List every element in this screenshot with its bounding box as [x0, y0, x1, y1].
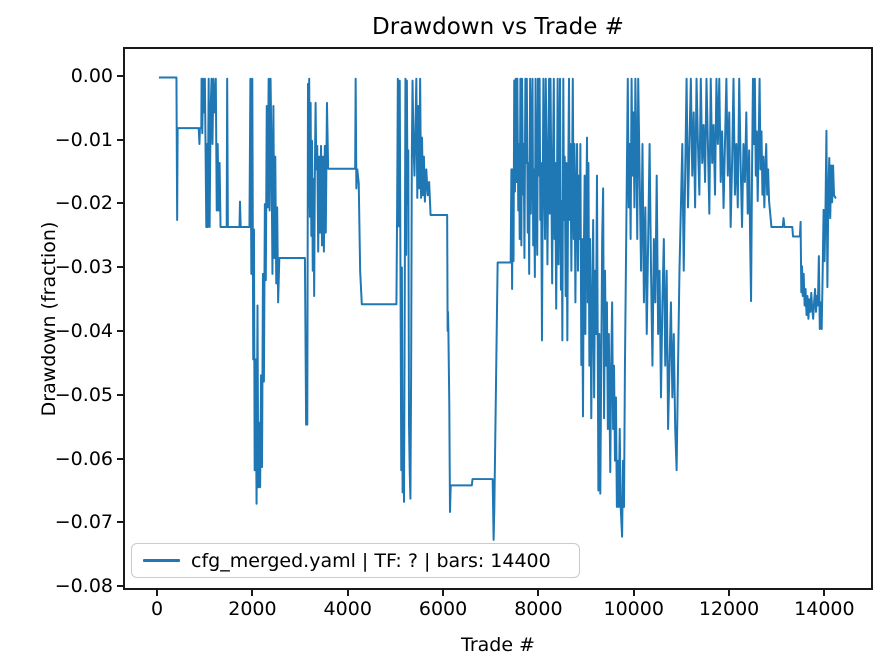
x-tick-label: 8000 — [514, 598, 563, 620]
y-tick-mark — [117, 74, 123, 77]
plot-canvas — [158, 76, 837, 541]
x-tick-mark — [346, 590, 349, 596]
x-tick-mark — [537, 590, 540, 596]
y-tick-mark — [117, 266, 123, 269]
y-tick-label: 0.00 — [70, 64, 113, 87]
y-tick-label: −0.07 — [54, 511, 113, 534]
y-tick-mark — [117, 521, 123, 524]
x-tick-mark — [728, 590, 731, 596]
y-tick-label: −0.06 — [54, 447, 113, 470]
y-tick-label: −0.01 — [54, 128, 113, 151]
x-tick-mark — [632, 590, 635, 596]
y-tick-label: −0.08 — [54, 575, 113, 598]
y-tick-mark — [117, 393, 123, 396]
x-tick-mark — [442, 590, 445, 596]
y-tick-label: −0.03 — [54, 256, 113, 279]
x-tick-label: 10000 — [603, 598, 664, 620]
x-tick-label: 0 — [151, 598, 164, 620]
y-tick-label: −0.05 — [54, 383, 113, 406]
y-tick-mark — [117, 138, 123, 141]
x-tick-label: 12000 — [698, 598, 760, 620]
y-tick-mark — [117, 202, 123, 205]
x-tick-mark — [823, 590, 826, 596]
x-tick-label: 14000 — [794, 598, 855, 620]
y-tick-mark — [117, 329, 123, 332]
x-axis-label: Trade # — [461, 634, 535, 656]
x-tick-mark — [251, 590, 254, 596]
y-tick-label: −0.02 — [54, 192, 113, 215]
x-tick-label: 6000 — [418, 598, 468, 620]
data-line — [158, 76, 837, 541]
plot-area — [123, 47, 873, 590]
y-axis-label: Drawdown (fraction) — [38, 221, 60, 417]
chart-title: Drawdown vs Trade # — [372, 14, 624, 40]
legend-line-sample — [143, 559, 180, 562]
x-tick-mark — [156, 590, 159, 596]
y-tick-label: −0.04 — [54, 319, 113, 342]
legend-label: cfg_merged.yaml | TF: ? | bars: 14400 — [191, 549, 551, 572]
y-tick-mark — [117, 457, 123, 460]
x-tick-label: 2000 — [228, 598, 277, 620]
legend: cfg_merged.yaml | TF: ? | bars: 14400 — [131, 543, 580, 578]
y-tick-mark — [117, 585, 123, 588]
x-tick-label: 4000 — [323, 598, 372, 620]
